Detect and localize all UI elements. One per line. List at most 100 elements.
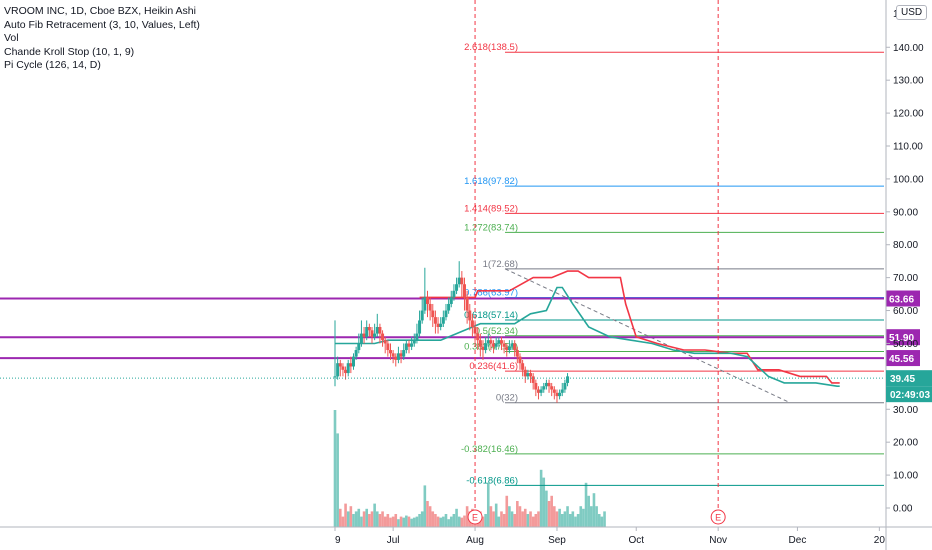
candle-body bbox=[465, 297, 469, 311]
volume-bar bbox=[407, 516, 411, 527]
study-pi-cycle[interactable]: Pi Cycle (126, 14, D) bbox=[4, 59, 101, 71]
volume-bar bbox=[442, 516, 445, 527]
volume-bar bbox=[537, 511, 540, 527]
candle-body bbox=[373, 333, 377, 337]
volume-bar bbox=[529, 511, 532, 527]
hline-price-label: 51.90 bbox=[889, 333, 914, 344]
volume-bar bbox=[582, 508, 585, 527]
volume-bar bbox=[418, 514, 421, 527]
volume-bar bbox=[584, 482, 588, 527]
volume-bar bbox=[397, 519, 400, 527]
candle-body bbox=[489, 340, 493, 344]
candle-body bbox=[410, 343, 414, 347]
price-tags: 39.45 02:49:03 bbox=[0, 370, 932, 403]
volume-bar bbox=[368, 514, 371, 527]
volume-bar bbox=[375, 511, 379, 527]
volume-bar bbox=[420, 511, 424, 527]
candle-body bbox=[412, 340, 416, 344]
candle-body bbox=[428, 303, 432, 311]
candle-body bbox=[439, 323, 443, 327]
candle-body bbox=[484, 343, 488, 351]
y-tick-label: 130.00 bbox=[893, 76, 924, 87]
y-tick-label: 0.00 bbox=[893, 504, 913, 515]
volume-bar bbox=[510, 511, 514, 527]
y-tick-label: 20.00 bbox=[893, 438, 918, 449]
volume-bar bbox=[452, 514, 456, 527]
volume-bar bbox=[338, 508, 342, 527]
candle-body bbox=[555, 392, 559, 397]
earnings-label: E bbox=[715, 513, 721, 523]
candle-body bbox=[481, 346, 485, 351]
volume-bar bbox=[439, 517, 443, 527]
hline-price-tag bbox=[886, 329, 920, 346]
currency-button[interactable]: USD bbox=[896, 5, 928, 20]
candle-body bbox=[357, 343, 361, 351]
volume-bar bbox=[505, 495, 509, 527]
candle-body bbox=[502, 343, 506, 347]
volume-bar bbox=[526, 514, 530, 527]
volume-bar bbox=[357, 508, 361, 527]
candle-body bbox=[351, 356, 355, 367]
last-price-label: 39.45 bbox=[890, 374, 915, 385]
volume-bar bbox=[516, 501, 519, 527]
volume-bar bbox=[423, 485, 427, 527]
candle-body bbox=[563, 382, 567, 390]
volume-bar bbox=[383, 516, 387, 527]
symbol-title[interactable]: VROOM INC, 1D, Cboe BZX, Heikin Ashi bbox=[4, 5, 196, 17]
volume-bar bbox=[412, 517, 416, 527]
volume-bar bbox=[597, 514, 601, 527]
candle-body bbox=[478, 340, 482, 347]
candle-body bbox=[529, 373, 533, 377]
volume-bar bbox=[547, 501, 551, 527]
candle-body bbox=[425, 297, 429, 304]
volume-bar bbox=[434, 514, 437, 527]
volume-bar bbox=[333, 410, 337, 527]
countdown-label: 02:49:03 bbox=[890, 390, 930, 401]
y-tick-label: 50.00 bbox=[893, 339, 918, 350]
stop-short-line bbox=[419, 270, 840, 384]
candle-body bbox=[515, 350, 519, 357]
volume-bar bbox=[370, 511, 374, 527]
candle-body bbox=[449, 297, 453, 304]
fib-level-label: 1.618(97.82) bbox=[464, 176, 518, 187]
price-axis: 0.0010.0020.0030.0040.0050.0060.0070.008… bbox=[885, 0, 924, 550]
x-tick-label: Dec bbox=[789, 535, 807, 546]
candle-body bbox=[505, 346, 509, 351]
candle-body bbox=[492, 343, 496, 347]
volume-bar bbox=[386, 514, 390, 527]
y-tick-label: 110.00 bbox=[893, 142, 923, 153]
volume-bar bbox=[534, 514, 538, 527]
volume-bar bbox=[568, 514, 572, 527]
heikin-ashi-candles bbox=[333, 261, 570, 403]
volume-bar bbox=[341, 516, 345, 527]
y-tick-label: 100.00 bbox=[893, 174, 924, 185]
fib-level-label: 0.786(63.97) bbox=[464, 287, 518, 298]
y-tick-label: 90.00 bbox=[893, 207, 918, 218]
candle-body bbox=[499, 340, 503, 344]
volume-bar bbox=[381, 511, 384, 527]
volume-bar bbox=[378, 514, 382, 527]
candle-body bbox=[420, 310, 424, 321]
volume-bar bbox=[444, 514, 448, 527]
x-tick-label: Nov bbox=[709, 535, 727, 546]
candle-body bbox=[354, 350, 358, 357]
volume-bar bbox=[391, 516, 395, 527]
study-chande-kroll[interactable]: Chande Kroll Stop (10, 1, 9) bbox=[4, 45, 135, 58]
volume-bar bbox=[595, 506, 598, 527]
fib-level-label: 0.618(57.14) bbox=[464, 310, 518, 321]
fib-level-label: 0(32) bbox=[496, 393, 518, 404]
candle-body bbox=[441, 317, 445, 324]
volume-bar bbox=[587, 495, 590, 527]
candle-body bbox=[378, 327, 382, 334]
candle-body bbox=[552, 389, 556, 393]
volume-bar bbox=[518, 506, 522, 527]
volume-bar bbox=[481, 516, 485, 527]
hline-price-tag bbox=[886, 350, 920, 367]
study-vol[interactable]: Vol bbox=[4, 32, 19, 44]
study-auto-fib[interactable]: Auto Fib Retracement (3, 10, Values, Lef… bbox=[4, 18, 200, 31]
candle-body bbox=[383, 340, 387, 344]
volume-bar bbox=[447, 519, 450, 527]
candle-body bbox=[526, 373, 530, 377]
volume-bar bbox=[494, 503, 498, 527]
